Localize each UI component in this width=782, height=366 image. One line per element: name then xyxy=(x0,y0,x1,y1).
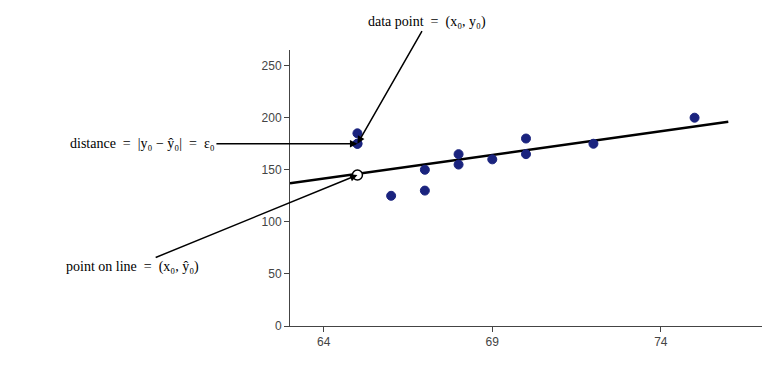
svg-text:0: 0 xyxy=(275,319,282,333)
svg-text:150: 150 xyxy=(262,163,282,177)
svg-text:64: 64 xyxy=(317,335,331,349)
svg-text:250: 250 xyxy=(262,59,282,73)
svg-text:50: 50 xyxy=(268,267,282,281)
svg-text:data point = (x₀, y₀): data point = (x₀, y₀) xyxy=(368,14,486,30)
svg-text:distance = |y₀ − ŷ₀| = ε₀: distance = |y₀ − ŷ₀| = ε₀ xyxy=(70,136,215,151)
svg-text:74: 74 xyxy=(654,335,668,349)
svg-text:100: 100 xyxy=(262,215,282,229)
svg-text:point on line = (x₀, ŷ₀): point on line = (x₀, ŷ₀) xyxy=(66,259,199,275)
svg-text:200: 200 xyxy=(262,111,282,125)
svg-text:69: 69 xyxy=(486,335,500,349)
